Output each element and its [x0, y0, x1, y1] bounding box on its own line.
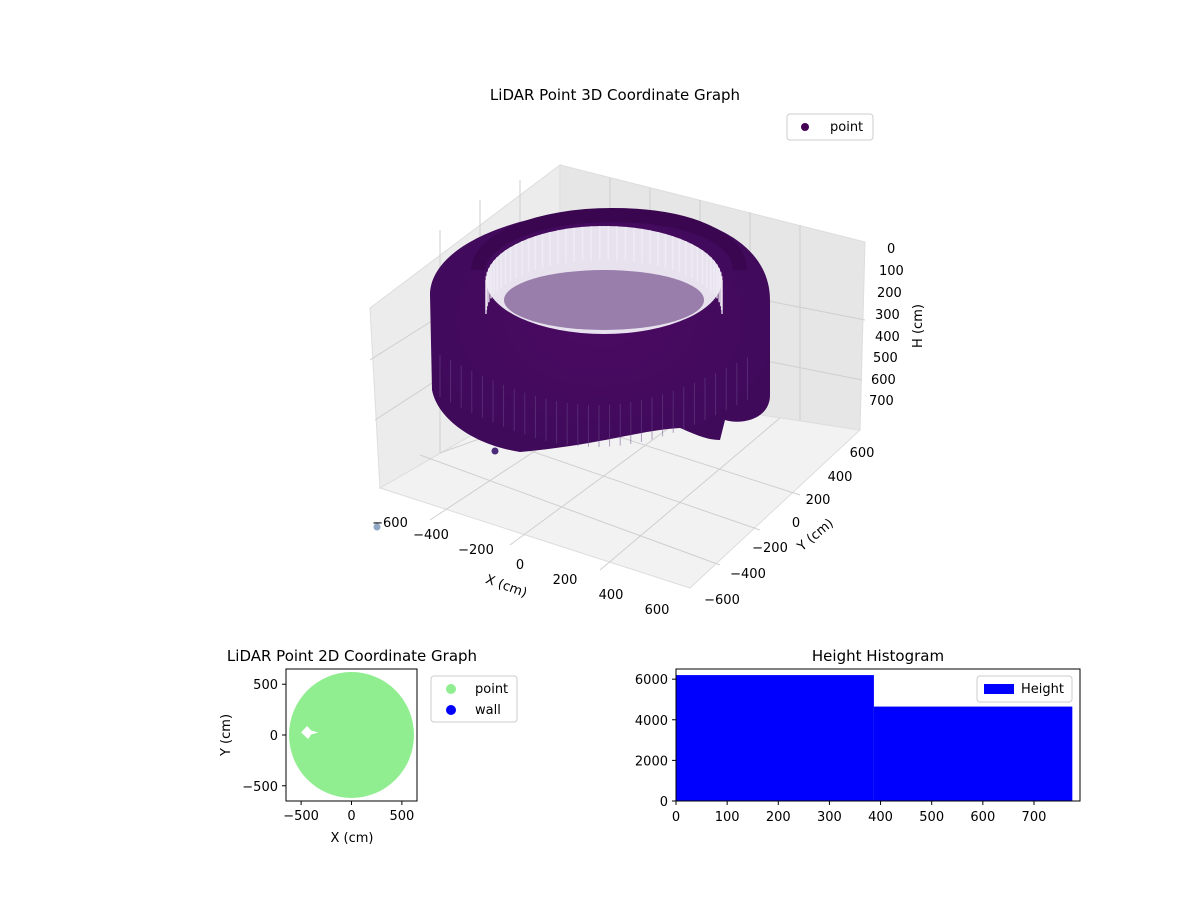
x-tick-label: −500: [283, 809, 319, 824]
z-tick-label: 300: [875, 308, 900, 323]
chart-2d-ticks: −500 0 500 −500 0 500: [242, 678, 414, 824]
y-tick-label: −400: [730, 567, 766, 582]
y-tick-label: 200: [806, 493, 831, 508]
chart-2d-legend: point wall: [430, 675, 518, 723]
x-tick-label: 0: [672, 810, 680, 825]
point-region: [289, 672, 414, 798]
x-tick-label: 0: [347, 809, 355, 824]
chart-3d-title: LiDAR Point 3D Coordinate Graph: [490, 86, 740, 104]
chart-histogram: Height Histogram 0 100 200 300 400 500 600 7000…: [635, 647, 1081, 825]
z-tick-label: 700: [869, 394, 894, 409]
x-tick-label: 0: [516, 558, 524, 573]
x-tick-label: −400: [413, 528, 449, 543]
x-tick-label: 700: [1022, 810, 1047, 825]
ring-inner-floor: [504, 270, 704, 330]
y-tick-label: −600: [704, 593, 740, 608]
x-tick-label: 500: [389, 809, 414, 824]
y-tick-label: 6000: [635, 673, 668, 688]
y-tick-label: 500: [253, 678, 278, 693]
legend-marker: [801, 123, 809, 131]
histogram-bars: [676, 675, 1073, 801]
z-tick-label: 500: [873, 351, 898, 366]
y-tick-label: −500: [242, 780, 278, 795]
legend-marker: [446, 684, 456, 694]
x-tick-label: −200: [458, 543, 494, 558]
chart-2d-points: [289, 672, 414, 798]
chart-2d-x-axis-label: X (cm): [331, 831, 374, 846]
histogram-bar: [676, 675, 874, 801]
y-tick-label: 0: [792, 516, 800, 531]
chart-3d-z-axis-label: H (cm): [911, 304, 926, 348]
chart-3d-legend: point: [786, 113, 874, 141]
z-tick-label: 400: [875, 330, 900, 345]
histogram-bar: [873, 706, 1073, 801]
x-tick-label: 600: [970, 810, 995, 825]
legend-label: wall: [475, 703, 501, 718]
chart-2d: LiDAR Point 2D Coordinate Graph −500 0 500…: [219, 647, 518, 846]
z-tick-label: 600: [871, 373, 896, 388]
x-tick-label: 500: [919, 810, 944, 825]
ring-scan-lines: [439, 226, 748, 447]
z-tick-label: 0: [887, 242, 895, 257]
y-tick-label: −200: [752, 541, 788, 556]
y-tick-label: 2000: [635, 754, 668, 769]
chart-3d-x-ticks: −600 −400 −200 0 200 400 600: [372, 516, 669, 618]
chart-3d-y-axis-label: Y (cm): [794, 516, 837, 555]
legend-label: Height: [1021, 682, 1064, 697]
x-tick-label: 100: [715, 810, 740, 825]
stray-point: [373, 523, 381, 531]
legend-label: point: [830, 120, 863, 135]
x-tick-label: 400: [599, 588, 624, 603]
x-tick-label: 400: [868, 810, 893, 825]
x-tick-label: 300: [817, 810, 842, 825]
x-tick-label: 200: [553, 573, 578, 588]
chart-3d-point-cloud: [373, 207, 770, 531]
histogram-frame: [675, 668, 1081, 802]
chart-3d: LiDAR Point 3D Coordinate Graph: [369, 86, 926, 618]
y-tick-label: 0: [660, 795, 668, 810]
x-tick-label: 200: [766, 810, 791, 825]
legend-label: point: [475, 682, 508, 697]
legend-marker: [446, 705, 456, 715]
legend-marker: [984, 684, 1014, 694]
chart-2d-title: LiDAR Point 2D Coordinate Graph: [227, 647, 477, 665]
histogram-legend: Height: [976, 675, 1073, 703]
chart-3d-x-axis-label: X (cm): [483, 572, 529, 601]
point-gap: [301, 725, 319, 740]
y-tick-label: 600: [850, 446, 875, 461]
x-tick-label: 600: [645, 603, 670, 618]
chart-2d-y-axis-label: Y (cm): [219, 714, 234, 757]
z-tick-label: 200: [877, 286, 902, 301]
ring-rim: [471, 207, 747, 272]
chart-3d-y-ticks: −600 −400 −200 0 200 400 600: [704, 446, 874, 608]
stray-point: [491, 447, 499, 455]
z-tick-label: 100: [879, 264, 904, 279]
y-tick-label: 0: [270, 729, 278, 744]
y-tick-label: 400: [828, 470, 853, 485]
chart-3d-z-ticks: 0 100 200 300 400 500 600 700: [869, 242, 904, 409]
x-tick-label: −600: [372, 516, 408, 531]
histogram-ticks: 0 100 200 300 400 500 600 700 0 2000 4000 6000: [635, 673, 1046, 825]
histogram-title: Height Histogram: [812, 647, 944, 665]
y-tick-label: 4000: [635, 714, 668, 729]
